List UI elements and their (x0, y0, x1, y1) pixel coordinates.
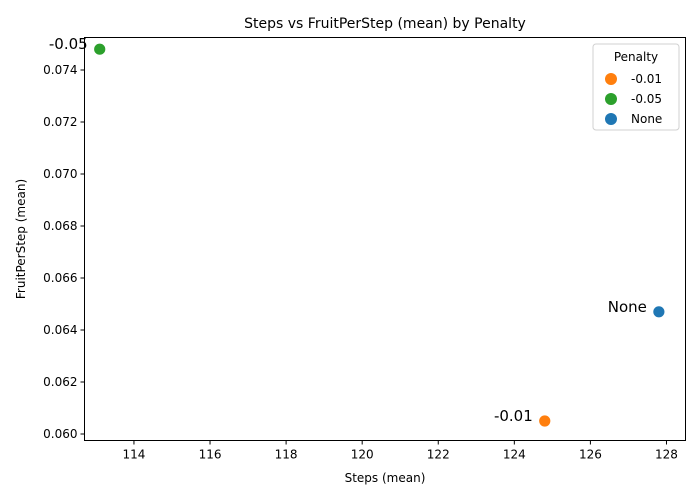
y-tick-label: 0.070 (43, 167, 77, 181)
plot-area (84, 37, 686, 441)
legend: Penalty -0.01 -0.05 None (592, 43, 680, 131)
x-tick-label: 122 (427, 448, 450, 462)
legend-label: None (631, 112, 662, 126)
y-axis-label: FruitPerStep (mean) (14, 179, 28, 299)
y-tick-label: 0.066 (43, 271, 77, 285)
point-label: -0.05 (49, 35, 88, 53)
x-axis-label: Steps (mean) (345, 471, 426, 485)
y-axis-ticks: 0.060 0.062 0.064 0.066 0.068 0.070 0.072 0.074 (43, 63, 85, 441)
legend-marker (605, 113, 617, 125)
legend-marker (605, 73, 617, 85)
data-point (538, 414, 552, 428)
data-point (93, 42, 107, 56)
x-tick-label: 118 (275, 448, 298, 462)
y-tick-label: 0.072 (43, 115, 77, 129)
x-tick-label: 120 (351, 448, 374, 462)
y-tick-label: 0.068 (43, 219, 77, 233)
legend-box (592, 43, 680, 131)
x-tick-label: 114 (122, 448, 145, 462)
y-tick-label: 0.060 (43, 427, 77, 441)
y-tick-label: 0.064 (43, 323, 77, 337)
legend-label: -0.05 (631, 92, 662, 106)
x-tick-label: 128 (655, 448, 678, 462)
point-label: -0.01 (494, 407, 533, 425)
point-label: None (608, 298, 647, 316)
data-point (652, 305, 666, 319)
data-points: -0.01 -0.05 None (49, 35, 666, 428)
y-tick-label: 0.062 (43, 375, 77, 389)
x-axis-ticks: 114 116 118 120 122 124 126 128 (122, 440, 678, 462)
legend-label: -0.01 (631, 72, 662, 86)
chart-title: Steps vs FruitPerStep (mean) by Penalty (244, 16, 526, 32)
x-tick-label: 126 (579, 448, 602, 462)
legend-marker (605, 93, 617, 105)
legend-title: Penalty (614, 50, 658, 64)
x-tick-label: 124 (503, 448, 526, 462)
y-tick-label: 0.074 (43, 63, 77, 77)
x-tick-label: 116 (199, 448, 222, 462)
